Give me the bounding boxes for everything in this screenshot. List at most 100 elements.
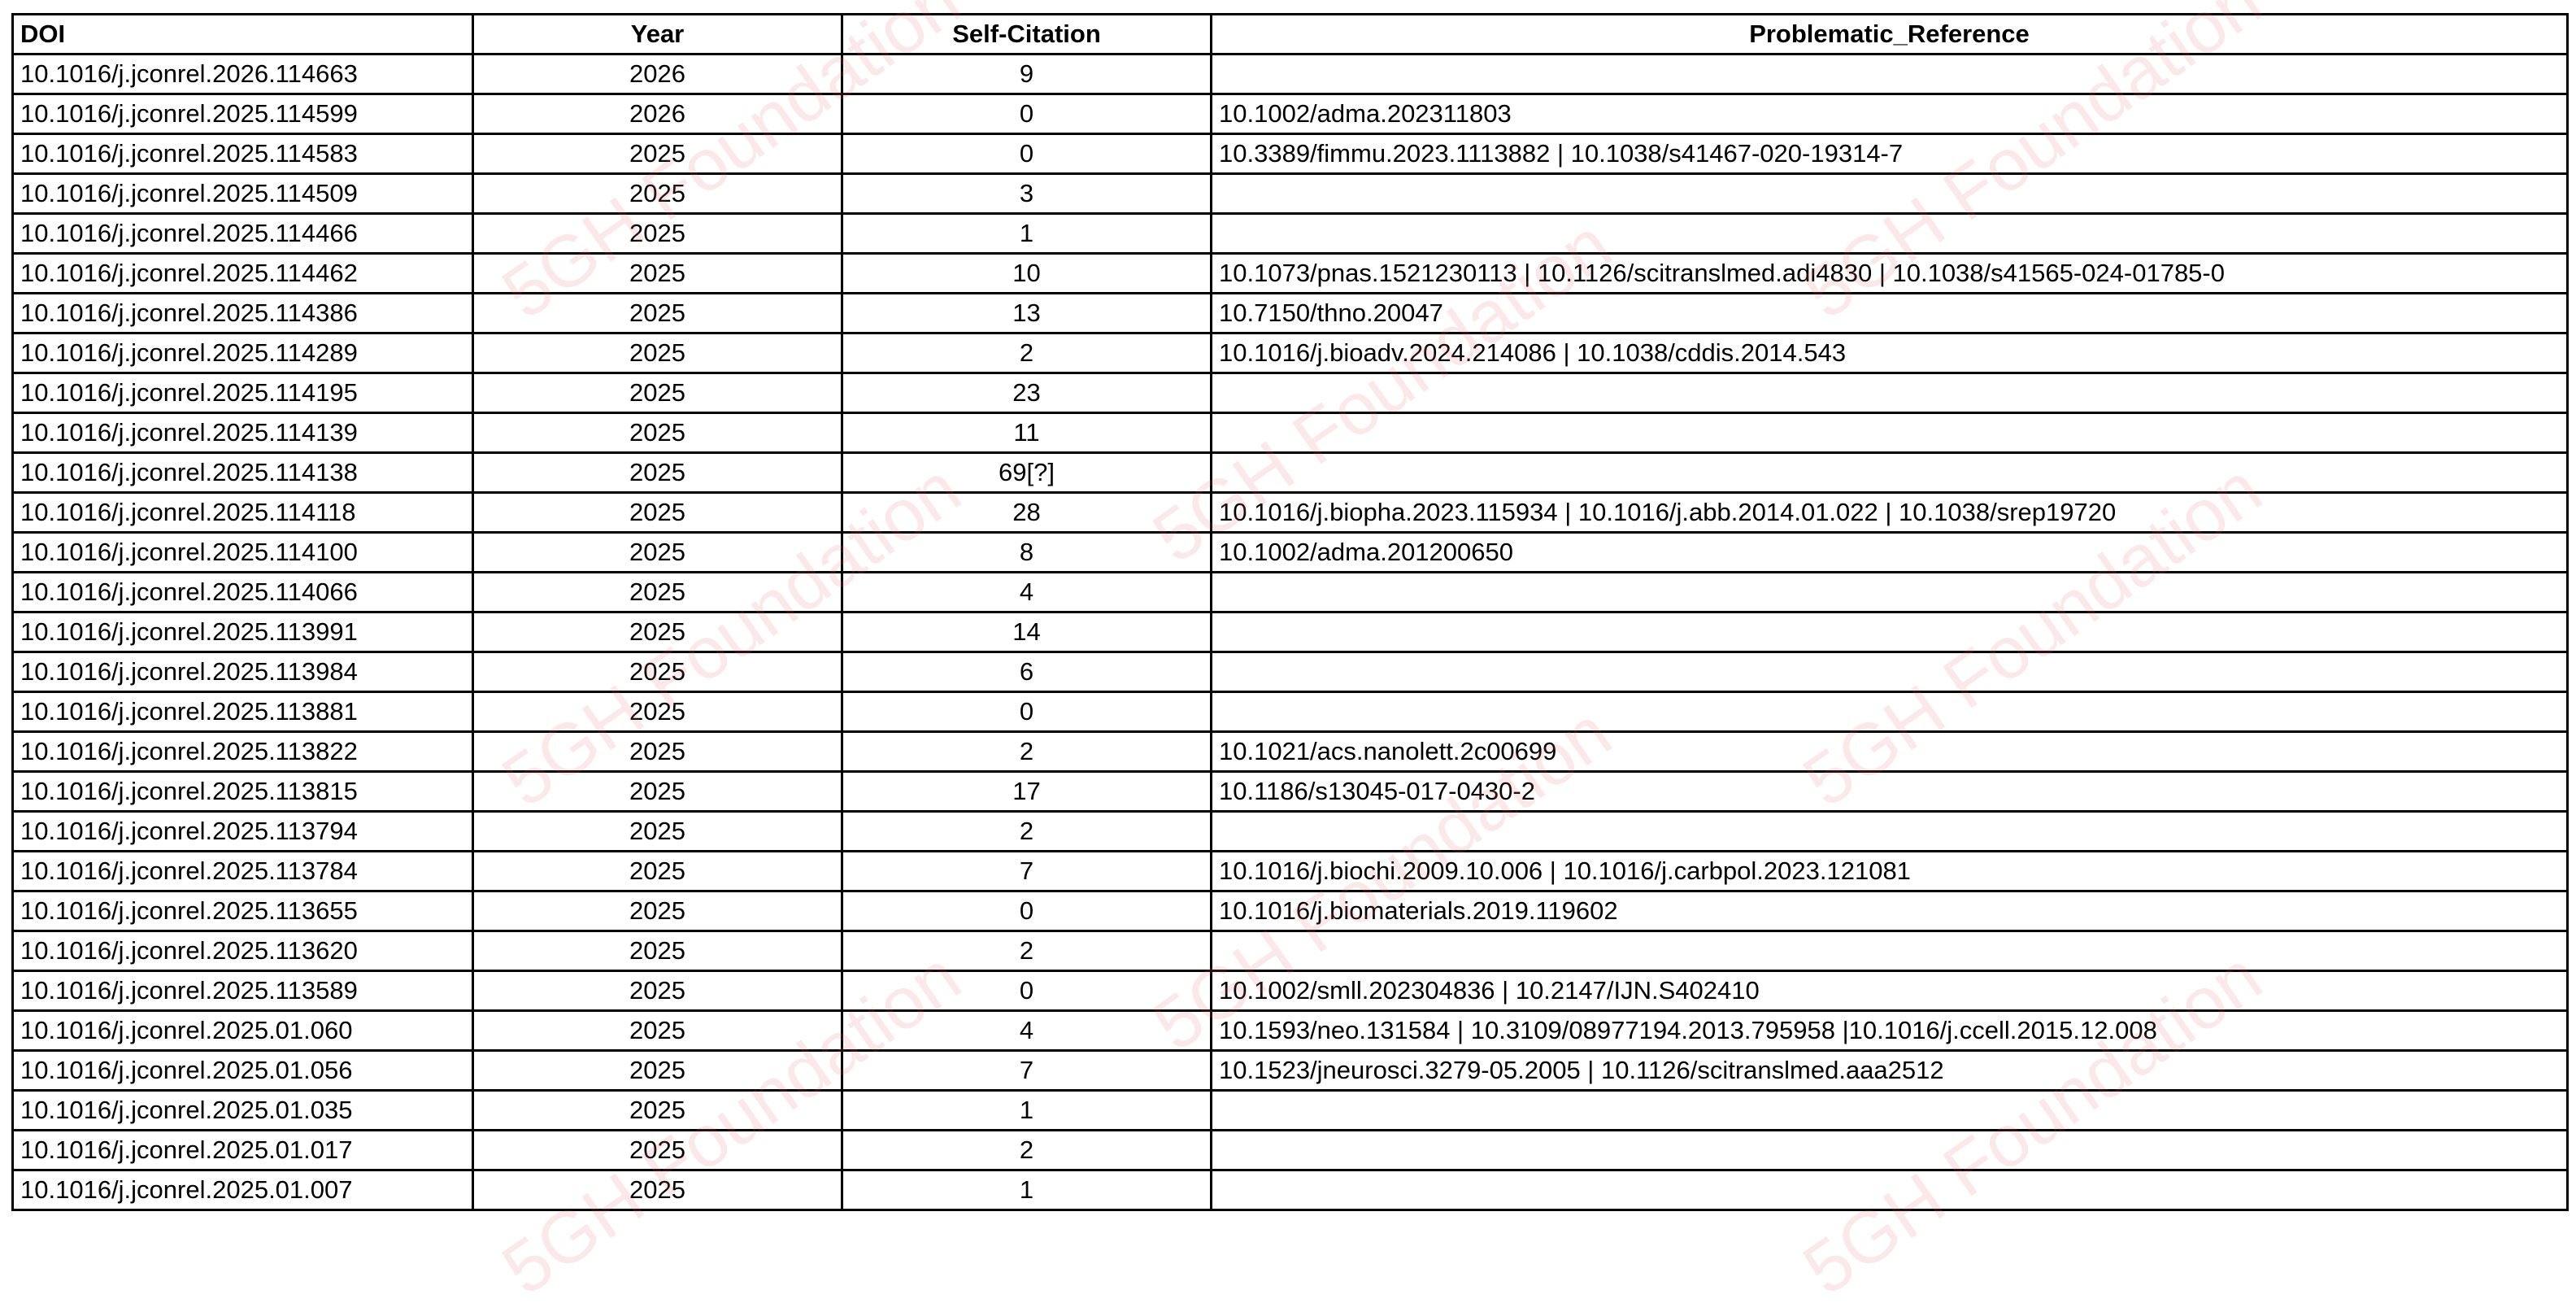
- table-row: 10.1016/j.jconrel.2025.01.007 2025 1: [11, 1169, 2569, 1211]
- problematic-reference-cell: [1210, 53, 2569, 95]
- year-cell: 2025: [472, 1009, 843, 1052]
- table-row: 10.1016/j.jconrel.2025.114066 2025 4: [11, 571, 2569, 613]
- problematic-reference-cell: [1210, 1089, 2569, 1131]
- self-citation-cell: 0: [841, 93, 1212, 135]
- self-citation-cell: 2: [841, 930, 1212, 972]
- doi-cell: 10.1016/j.jconrel.2025.01.007: [11, 1169, 474, 1211]
- doi-cell: 10.1016/j.jconrel.2025.01.056: [11, 1049, 474, 1092]
- year-cell: 2025: [472, 1129, 843, 1171]
- year-cell: 2026: [472, 93, 843, 135]
- self-citation-cell: 0: [841, 133, 1212, 175]
- self-citation-cell: 9: [841, 53, 1212, 95]
- self-citation-cell: 2: [841, 730, 1212, 773]
- year-cell: 2025: [472, 212, 843, 255]
- year-cell: 2025: [472, 451, 843, 494]
- self-citation-cell: 7: [841, 850, 1212, 892]
- self-citation-cell: 17: [841, 770, 1212, 813]
- year-cell: 2025: [472, 372, 843, 414]
- doi-cell: 10.1016/j.jconrel.2025.01.017: [11, 1129, 474, 1171]
- problematic-reference-cell: 10.1186/s13045-017-0430-2: [1210, 770, 2569, 813]
- self-citation-cell: 2: [841, 810, 1212, 852]
- table-row: 10.1016/j.jconrel.2025.113822 2025 2 10.102…: [11, 730, 2569, 773]
- year-cell: 2025: [472, 332, 843, 374]
- problematic-reference-cell: [1210, 412, 2569, 454]
- table-row: 10.1016/j.jconrel.2025.114386 2025 13 10.71…: [11, 292, 2569, 334]
- problematic-reference-cell: [1210, 1129, 2569, 1171]
- doi-cell: 10.1016/j.jconrel.2025.114139: [11, 412, 474, 454]
- table-row: 10.1016/j.jconrel.2025.113589 2025 0 10.100…: [11, 970, 2569, 1012]
- header-row: DOI Year Self-Citation Problematic_Refer…: [11, 13, 2569, 55]
- citation-table: DOI Year Self-Citation Problematic_Refer…: [11, 13, 2569, 1211]
- doi-cell: 10.1016/j.jconrel.2025.114289: [11, 332, 474, 374]
- year-cell: 2025: [472, 1089, 843, 1131]
- doi-cell: 10.1016/j.jconrel.2025.113991: [11, 611, 474, 653]
- self-citation-cell: 11: [841, 412, 1212, 454]
- table-row: 10.1016/j.jconrel.2025.114195 2025 23: [11, 372, 2569, 414]
- table-row: 10.1016/j.jconrel.2025.114462 2025 10 10.10…: [11, 252, 2569, 294]
- problematic-reference-cell: 10.1523/jneurosci.3279-05.2005 | 10.1126…: [1210, 1049, 2569, 1092]
- problematic-reference-cell: [1210, 372, 2569, 414]
- year-cell: 2025: [472, 133, 843, 175]
- problematic-reference-cell: [1210, 172, 2569, 215]
- doi-cell: 10.1016/j.jconrel.2025.114138: [11, 451, 474, 494]
- self-citation-cell: 23: [841, 372, 1212, 414]
- table-row: 10.1016/j.jconrel.2025.114599 2026 0 10.100…: [11, 93, 2569, 135]
- table-row: 10.1016/j.jconrel.2025.01.035 2025 1: [11, 1089, 2569, 1131]
- year-cell: 2025: [472, 770, 843, 813]
- doi-cell: 10.1016/j.jconrel.2025.114100: [11, 531, 474, 573]
- self-citation-cell: 1: [841, 1169, 1212, 1211]
- self-citation-cell: 14: [841, 611, 1212, 653]
- year-cell: 2025: [472, 412, 843, 454]
- table-row: 10.1016/j.jconrel.2025.113881 2025 0: [11, 691, 2569, 733]
- problematic-reference-cell: 10.1073/pnas.1521230113 | 10.1126/scitra…: [1210, 252, 2569, 294]
- self-citation-cell: 0: [841, 691, 1212, 733]
- problematic-reference-cell: 10.7150/thno.20047: [1210, 292, 2569, 334]
- doi-cell: 10.1016/j.jconrel.2025.113984: [11, 651, 474, 693]
- table-row: 10.1016/j.jconrel.2025.114289 2025 2 10.101…: [11, 332, 2569, 374]
- self-citation-cell: 13: [841, 292, 1212, 334]
- year-cell: 2025: [472, 850, 843, 892]
- problematic-reference-cell: [1210, 212, 2569, 255]
- table-row: 10.1016/j.jconrel.2025.113815 2025 17 10.11…: [11, 770, 2569, 813]
- year-cell: 2025: [472, 531, 843, 573]
- header-year: Year: [472, 13, 843, 55]
- doi-cell: 10.1016/j.jconrel.2025.114599: [11, 93, 474, 135]
- doi-cell: 10.1016/j.jconrel.2025.114118: [11, 491, 474, 534]
- table-row: 10.1016/j.jconrel.2025.114583 2025 0 10.338…: [11, 133, 2569, 175]
- year-cell: 2025: [472, 730, 843, 773]
- year-cell: 2026: [472, 53, 843, 95]
- self-citation-cell: 2: [841, 332, 1212, 374]
- doi-cell: 10.1016/j.jconrel.2025.114583: [11, 133, 474, 175]
- problematic-reference-cell: 10.1002/adma.201200650: [1210, 531, 2569, 573]
- problematic-reference-cell: [1210, 691, 2569, 733]
- doi-cell: 10.1016/j.jconrel.2026.114663: [11, 53, 474, 95]
- doi-cell: 10.1016/j.jconrel.2025.114066: [11, 571, 474, 613]
- year-cell: 2025: [472, 571, 843, 613]
- problematic-reference-cell: 10.1016/j.biomaterials.2019.119602: [1210, 890, 2569, 932]
- problematic-reference-cell: 10.3389/fimmu.2023.1113882 | 10.1038/s41…: [1210, 133, 2569, 175]
- doi-cell: 10.1016/j.jconrel.2025.113655: [11, 890, 474, 932]
- problematic-reference-cell: 10.1002/adma.202311803: [1210, 93, 2569, 135]
- self-citation-cell: 0: [841, 970, 1212, 1012]
- year-cell: 2025: [472, 691, 843, 733]
- self-citation-cell: 3: [841, 172, 1212, 215]
- year-cell: 2025: [472, 970, 843, 1012]
- table-row: 10.1016/j.jconrel.2025.113655 2025 0 10.101…: [11, 890, 2569, 932]
- doi-cell: 10.1016/j.jconrel.2025.113794: [11, 810, 474, 852]
- self-citation-cell: 7: [841, 1049, 1212, 1092]
- self-citation-cell: 1: [841, 212, 1212, 255]
- table-row: 10.1016/j.jconrel.2025.114118 2025 28 10.10…: [11, 491, 2569, 534]
- doi-cell: 10.1016/j.jconrel.2025.113822: [11, 730, 474, 773]
- doi-cell: 10.1016/j.jconrel.2025.113815: [11, 770, 474, 813]
- header-problematic-reference: Problematic_Reference: [1210, 13, 2569, 55]
- problematic-reference-cell: [1210, 810, 2569, 852]
- year-cell: 2025: [472, 292, 843, 334]
- year-cell: 2025: [472, 611, 843, 653]
- year-cell: 2025: [472, 930, 843, 972]
- problematic-reference-cell: 10.1593/neo.131584 | 10.3109/08977194.20…: [1210, 1009, 2569, 1052]
- self-citation-cell: 4: [841, 1009, 1212, 1052]
- self-citation-cell: 10: [841, 252, 1212, 294]
- table-row: 10.1016/j.jconrel.2025.113620 2025 2: [11, 930, 2569, 972]
- year-cell: 2025: [472, 1049, 843, 1092]
- self-citation-cell: 6: [841, 651, 1212, 693]
